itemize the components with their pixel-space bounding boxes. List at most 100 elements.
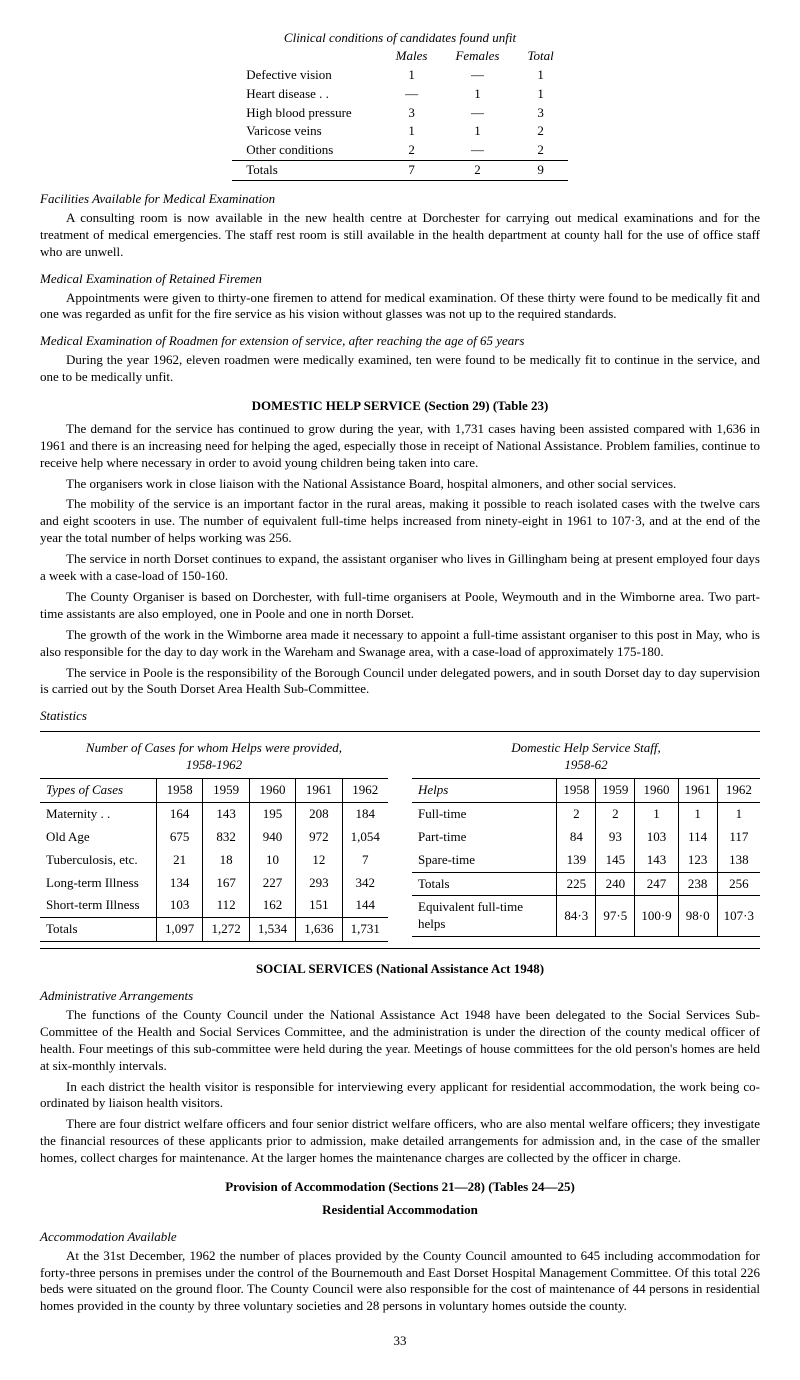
cell: 164 (156, 802, 202, 825)
year-header: 1959 (203, 778, 249, 802)
cell: 117 (717, 826, 760, 849)
cell: 972 (296, 826, 342, 849)
cell: 675 (156, 826, 202, 849)
cell: 139 (557, 849, 596, 872)
cell: 256 (717, 872, 760, 896)
row-label: Tuberculosis, etc. (40, 849, 156, 872)
totals-row: Totals1,0971,2721,5341,6361,731 (40, 918, 388, 942)
cell: 1 (441, 85, 513, 104)
cell: 195 (249, 802, 295, 825)
stats-left-table: Types of Cases 1958 1959 1960 1961 1962 … (40, 778, 388, 942)
social-p1: The functions of the County Council unde… (40, 1007, 760, 1075)
row-label: Varicose veins (232, 122, 381, 141)
types-header: Types of Cases (40, 778, 156, 802)
helps-header: Helps (412, 778, 557, 802)
cell: 12 (296, 849, 342, 872)
cell: 84·3 (557, 896, 596, 937)
cell: 112 (203, 894, 249, 917)
divider (40, 948, 760, 949)
facilities-text: A consulting room is now available in th… (40, 210, 760, 261)
cell: 225 (557, 872, 596, 896)
stats-left-caption-line2: 1958-1962 (186, 757, 242, 772)
table-row: Varicose veins 1 1 2 (232, 122, 568, 141)
table-row: Old Age6758329409721,054 (40, 826, 388, 849)
cell: 184 (342, 802, 388, 825)
cell: 138 (717, 849, 760, 872)
table-row: High blood pressure 3 — 3 (232, 104, 568, 123)
social-heading: SOCIAL SERVICES (National Assistance Act… (40, 961, 760, 978)
cell: 18 (203, 849, 249, 872)
cell: 134 (156, 872, 202, 895)
domestic-heading-text: DOMESTIC HELP SERVICE (Section 29) (Tabl… (252, 398, 549, 413)
year-header: 1961 (296, 778, 342, 802)
cell: 145 (596, 849, 635, 872)
cell: 238 (678, 872, 717, 896)
row-label: Other conditions (232, 141, 381, 160)
cell: 103 (635, 826, 678, 849)
domestic-p2: The organisers work in close liaison wit… (40, 476, 760, 493)
cell: 143 (203, 802, 249, 825)
row-label: Old Age (40, 826, 156, 849)
cell: 97·5 (596, 896, 635, 937)
provision-sub: Residential Accommodation (40, 1202, 760, 1219)
cell: 144 (342, 894, 388, 917)
facilities-heading: Facilities Available for Medical Examina… (40, 191, 760, 208)
table-row: Other conditions 2 — 2 (232, 141, 568, 160)
stats-right-caption-line1: Domestic Help Service Staff, (511, 740, 660, 755)
year-header: 1962 (717, 778, 760, 802)
cell: 1 (514, 66, 568, 85)
cell: 1,054 (342, 826, 388, 849)
cell: 103 (156, 894, 202, 917)
cell: 2 (382, 141, 442, 160)
domestic-p5: The County Organiser is based on Dorches… (40, 589, 760, 623)
table-row: Part-time8493103114117 (412, 826, 760, 849)
row-label: Full-time (412, 802, 557, 825)
cell: 1,534 (249, 918, 295, 942)
equiv-row: Equivalent full-time helps84·397·5100·99… (412, 896, 760, 937)
cell: 2 (441, 161, 513, 181)
cell: 114 (678, 826, 717, 849)
cell: 832 (203, 826, 249, 849)
cell: — (441, 66, 513, 85)
cell: 2 (557, 802, 596, 825)
domestic-p3: The mobility of the service is an import… (40, 496, 760, 547)
row-label: Short-term Illness (40, 894, 156, 917)
cell: 10 (249, 849, 295, 872)
totals-row: Totals225240247238256 (412, 872, 760, 896)
stats-right-table: Helps 1958 1959 1960 1961 1962 Full-time… (412, 778, 760, 937)
cell: 1 (717, 802, 760, 825)
year-header: 1960 (249, 778, 295, 802)
clinical-title: Clinical conditions of candidates found … (40, 30, 760, 47)
cell: 1 (635, 802, 678, 825)
totals-label: Totals (412, 872, 557, 896)
table-row: Tuberculosis, etc.211810127 (40, 849, 388, 872)
stats-right-caption: Domestic Help Service Staff, 1958-62 (412, 740, 760, 774)
cell: 227 (249, 872, 295, 895)
roadmen-heading: Medical Examination of Roadmen for exten… (40, 333, 760, 350)
year-header: 1961 (678, 778, 717, 802)
row-label: Maternity . . (40, 802, 156, 825)
cell: — (382, 85, 442, 104)
totals-row: Totals 7 2 9 (232, 161, 568, 181)
cell: 9 (514, 161, 568, 181)
cell: 21 (156, 849, 202, 872)
cell: 98·0 (678, 896, 717, 937)
roadmen-text: During the year 1962, eleven roadmen wer… (40, 352, 760, 386)
social-p3: There are four district welfare officers… (40, 1116, 760, 1167)
cell: 84 (557, 826, 596, 849)
cell: 293 (296, 872, 342, 895)
table-row: Full-time22111 (412, 802, 760, 825)
cell: 208 (296, 802, 342, 825)
cell: 162 (249, 894, 295, 917)
cell: — (441, 104, 513, 123)
year-header: 1958 (557, 778, 596, 802)
provision-p1: At the 31st December, 1962 the number of… (40, 1248, 760, 1316)
cell: 1 (382, 122, 442, 141)
retained-text: Appointments were given to thirty-one fi… (40, 290, 760, 324)
col-males: Males (382, 47, 442, 66)
social-subheading: Administrative Arrangements (40, 988, 760, 1005)
cell: 2 (514, 141, 568, 160)
year-header: 1958 (156, 778, 202, 802)
col-total: Total (514, 47, 568, 66)
cell: 7 (342, 849, 388, 872)
